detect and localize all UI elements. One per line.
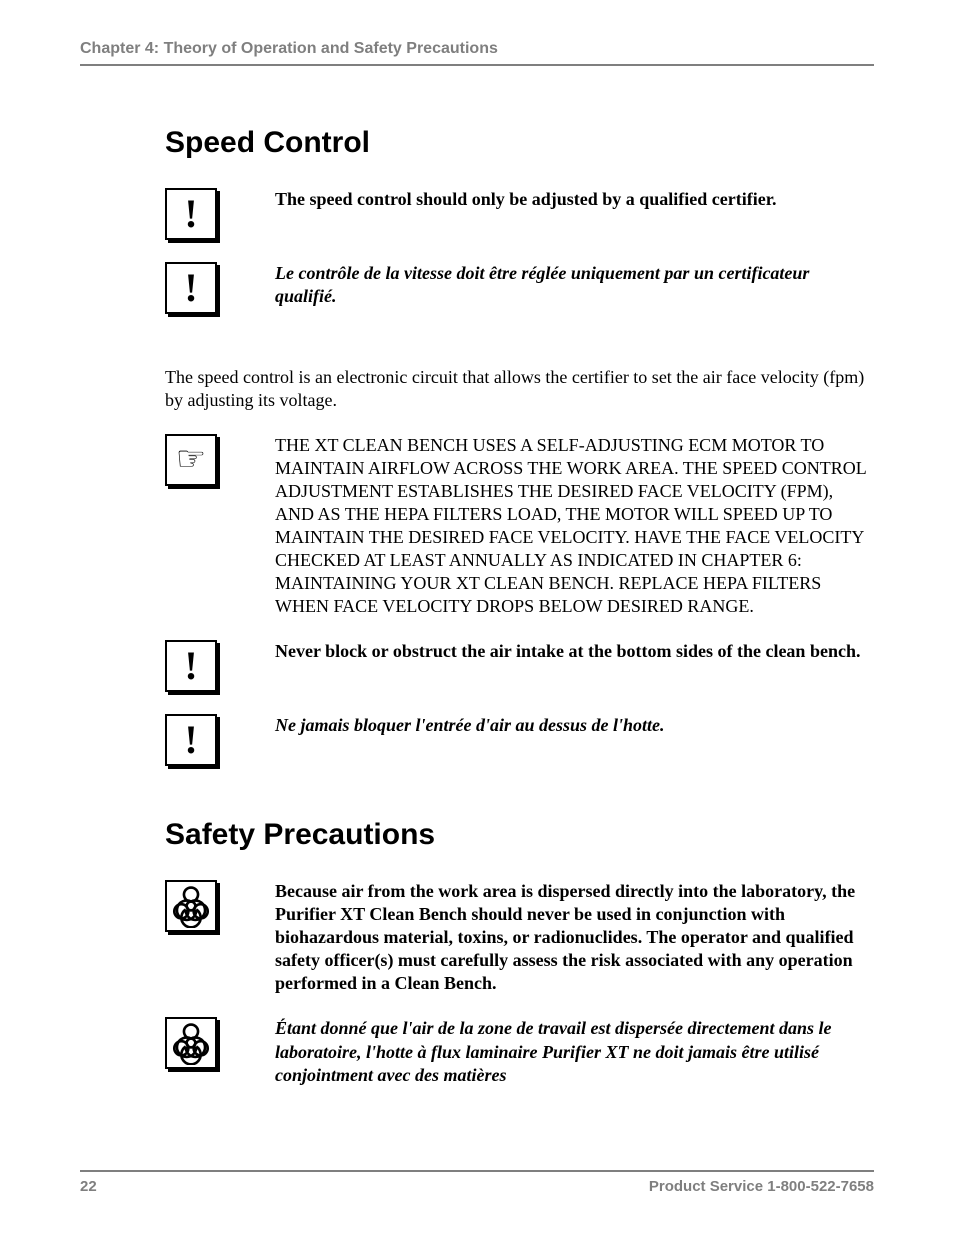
section-title-safety-precautions: Safety Precautions [165,818,874,852]
biohazard-icon [165,1017,217,1069]
callout-text: Because air from the work area is disper… [275,880,874,995]
exclaim-icon: ! [165,714,217,766]
page-content: Speed Control ! The speed control should… [80,126,874,1087]
biohazard-icon [165,880,217,932]
callout-block: ! Le contrôle de la vitesse doit être ré… [165,262,874,314]
callout-block: Étant donné que l'air de la zone de trav… [165,1017,874,1086]
hand-pointer-icon: ☞ [165,434,217,486]
callout-text: Étant donné que l'air de la zone de trav… [275,1017,874,1086]
running-header: Chapter 4: Theory of Operation and Safet… [80,40,874,66]
callout-block: ! Ne jamais bloquer l'entrée d'air au de… [165,714,874,766]
exclaim-icon: ! [165,188,217,240]
section-title-speed-control: Speed Control [165,126,874,160]
callout-block: ! Never block or obstruct the air intake… [165,640,874,692]
note-text: THE XT CLEAN BENCH USES A SELF-ADJUSTING… [275,434,874,618]
callout-text: The speed control should only be adjuste… [275,188,874,211]
callout-block: Because air from the work area is disper… [165,880,874,995]
page-number: 22 [80,1178,97,1195]
callout-text: Le contrôle de la vitesse doit être régl… [275,262,874,308]
callout-text: Never block or obstruct the air intake a… [275,640,874,663]
page-footer: 22 Product Service 1-800-522-7658 [80,1170,874,1195]
body-paragraph: The speed control is an electronic circu… [165,366,874,412]
exclaim-icon: ! [165,262,217,314]
exclaim-icon: ! [165,640,217,692]
callout-text: Ne jamais bloquer l'entrée d'air au dess… [275,714,874,737]
callout-block: ! The speed control should only be adjus… [165,188,874,240]
note-block: ☞ THE XT CLEAN BENCH USES A SELF-ADJUSTI… [165,434,874,618]
footer-service-phone: Product Service 1-800-522-7658 [649,1178,874,1195]
